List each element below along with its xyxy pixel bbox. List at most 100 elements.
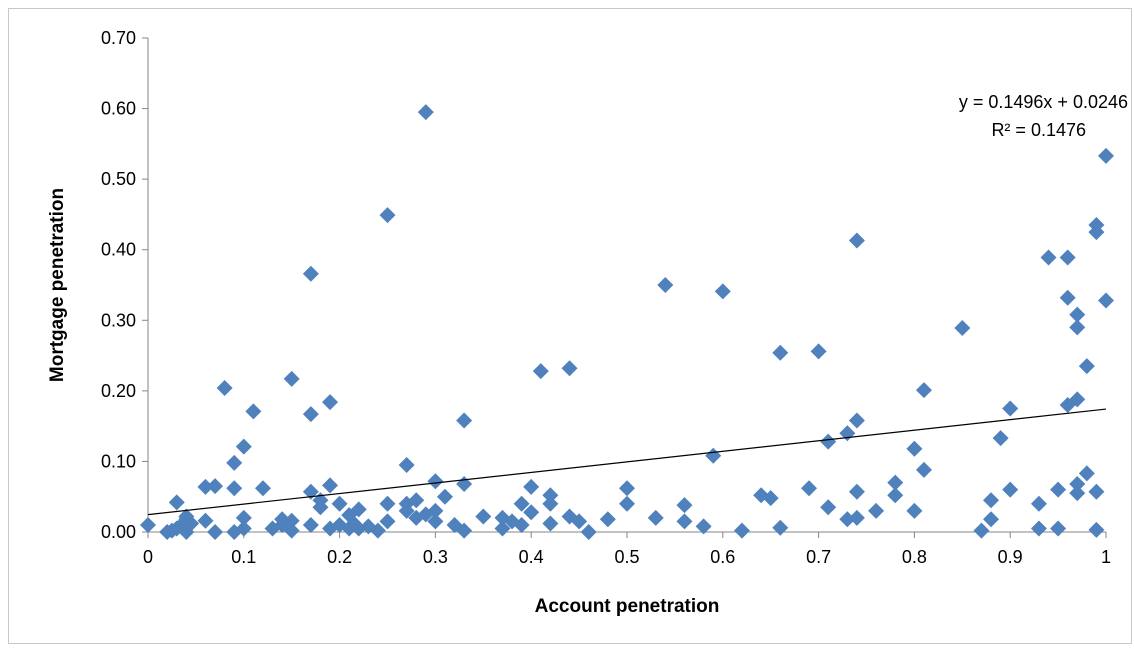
data-point [839, 511, 856, 528]
data-point [542, 515, 559, 532]
data-point [915, 461, 932, 478]
y-axis: 0.00 0.10 0.20 0.30 0.40 0.50 0.60 0.70 [101, 28, 149, 542]
data-point [398, 502, 415, 519]
data-point [283, 522, 300, 539]
x-tick-label: 0 [143, 547, 153, 567]
data-point [398, 456, 415, 473]
x-axis-title: Account penetration [535, 596, 720, 617]
x-tick-label: 0.2 [327, 547, 352, 567]
y-tick-label: 0.60 [101, 99, 136, 119]
data-point [235, 509, 252, 526]
data-point [839, 425, 856, 442]
data-point [848, 483, 865, 500]
data-point [331, 495, 348, 512]
data-point [245, 403, 262, 420]
data-point [599, 511, 616, 528]
data-points [140, 104, 1114, 540]
data-point [456, 522, 473, 539]
data-point [379, 495, 396, 512]
y-tick-label: 0.40 [101, 240, 136, 260]
x-tick-label: 0.9 [998, 547, 1023, 567]
data-point [657, 277, 674, 293]
data-point [915, 382, 932, 399]
data-point [848, 509, 865, 526]
data-point [542, 487, 559, 504]
data-point [302, 265, 319, 282]
data-point [436, 488, 453, 505]
data-point [1078, 358, 1095, 375]
data-point [1069, 391, 1086, 408]
data-point [350, 501, 367, 518]
data-point [1002, 400, 1019, 417]
data-point [523, 504, 540, 521]
x-axis: 0 0.1 0.2 0.3 0.4 0.5 0.6 0.7 0.8 0.9 1 [143, 531, 1111, 567]
data-point [183, 515, 200, 532]
data-point [772, 519, 789, 536]
data-point [532, 363, 549, 380]
data-point [1059, 249, 1076, 266]
data-point [1069, 319, 1086, 336]
data-point [820, 433, 837, 450]
data-point [561, 360, 578, 377]
data-point [207, 524, 224, 540]
data-point [235, 438, 252, 455]
data-point [647, 509, 664, 526]
data-point [1088, 483, 1105, 500]
y-tick-label: 0.20 [101, 381, 136, 401]
data-point [868, 502, 885, 519]
x-tick-label: 0.8 [902, 547, 927, 567]
data-point [1088, 224, 1105, 241]
data-point [973, 522, 990, 539]
data-point [235, 520, 252, 537]
data-point [197, 512, 214, 529]
data-point [1059, 289, 1076, 306]
chart-frame [8, 8, 1132, 644]
data-point [571, 513, 588, 530]
data-point [1050, 481, 1067, 498]
data-point [216, 380, 233, 397]
data-point [513, 516, 530, 533]
x-tick-label: 0.5 [614, 547, 639, 567]
data-point [475, 508, 492, 525]
data-point [906, 440, 923, 457]
x-tick-label: 0.3 [423, 547, 448, 567]
data-point [954, 320, 971, 337]
data-point [140, 516, 156, 533]
data-point [207, 478, 224, 495]
data-point [801, 480, 818, 497]
data-point [1069, 485, 1086, 502]
data-point [695, 518, 712, 535]
data-point [427, 502, 444, 519]
data-point [1040, 249, 1057, 266]
data-point [676, 497, 693, 514]
x-tick-label: 0.1 [231, 547, 256, 567]
data-point [168, 494, 185, 511]
data-point [1088, 521, 1105, 538]
data-point [848, 232, 865, 249]
data-point [714, 283, 731, 300]
data-point [1069, 476, 1086, 493]
data-point [1078, 465, 1095, 482]
data-point [379, 207, 396, 224]
y-tick-label: 0.30 [101, 310, 136, 330]
data-point [887, 474, 904, 491]
y-axis-title: Mortgage penetration [47, 188, 68, 382]
data-point [226, 480, 243, 497]
data-point [312, 499, 329, 516]
data-point [408, 492, 425, 509]
data-point [580, 524, 597, 540]
data-point [494, 520, 511, 537]
data-point [417, 104, 434, 121]
data-point [283, 512, 300, 529]
data-point [322, 394, 339, 411]
data-point [887, 487, 904, 504]
data-point [1069, 306, 1086, 323]
data-point [197, 478, 214, 495]
data-point [1030, 520, 1047, 537]
y-tick-label: 0.50 [101, 169, 136, 189]
data-point [302, 406, 319, 423]
y-tick-label: 0.70 [101, 28, 136, 48]
trendline [147, 408, 1107, 516]
y-tick-label: 0.10 [101, 451, 136, 471]
